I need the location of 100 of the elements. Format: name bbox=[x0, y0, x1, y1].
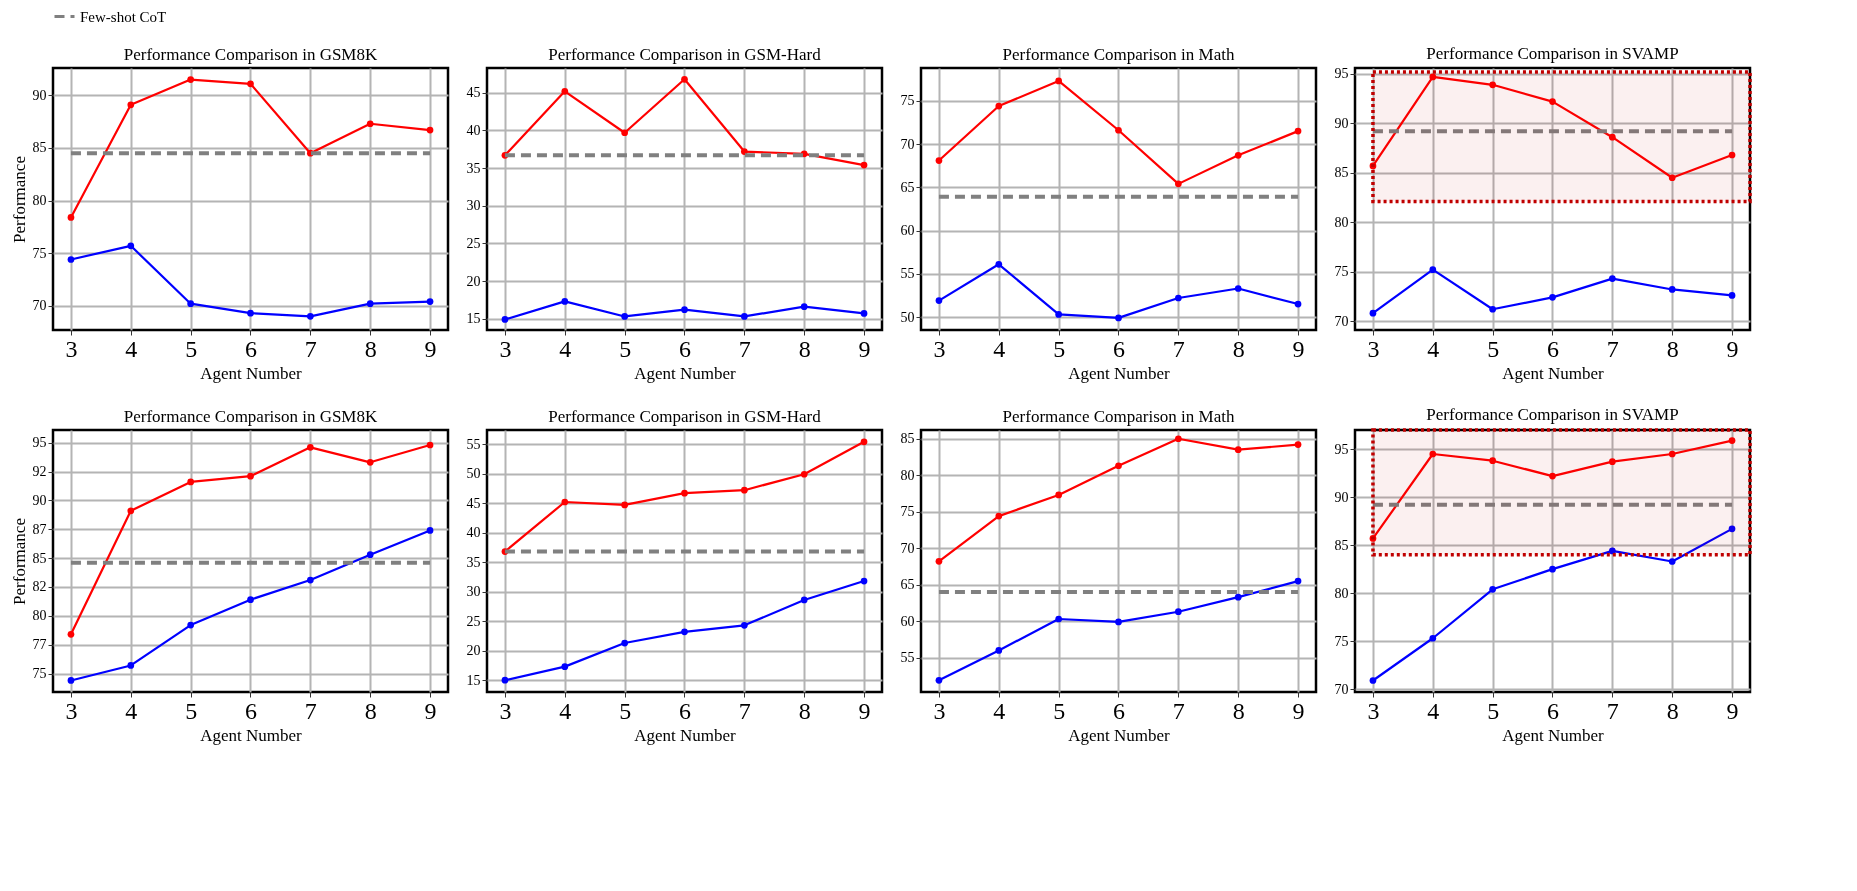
x-tick-label: 3 bbox=[1367, 697, 1380, 724]
x-tick-label: 8 bbox=[364, 335, 377, 362]
point bbox=[1489, 305, 1497, 313]
point bbox=[1728, 292, 1736, 299]
point bbox=[127, 507, 135, 515]
y-tick-label: 95 bbox=[32, 435, 47, 451]
x-tick-label: 7 bbox=[738, 335, 751, 362]
point bbox=[995, 102, 1003, 110]
y-tick-label: 75 bbox=[32, 245, 47, 261]
point bbox=[1608, 458, 1616, 466]
chart-title: Performance Comparison in GSM8K bbox=[123, 45, 378, 64]
y-tick-label: 65 bbox=[900, 179, 915, 195]
y-tick-label: 75 bbox=[1334, 264, 1349, 280]
point bbox=[366, 120, 374, 128]
point bbox=[740, 486, 748, 494]
point bbox=[1115, 618, 1122, 626]
point bbox=[935, 558, 943, 565]
x-tick-label: 8 bbox=[1232, 697, 1245, 724]
point bbox=[1369, 162, 1377, 170]
point bbox=[1294, 300, 1302, 308]
x-tick-label: 5 bbox=[1053, 697, 1066, 724]
point bbox=[740, 621, 748, 629]
x-axis-title: Agent Number bbox=[200, 725, 303, 745]
point bbox=[1055, 77, 1063, 85]
x-tick-label: 4 bbox=[993, 697, 1006, 724]
y-tick-label: 90 bbox=[1334, 489, 1349, 505]
y-tick-label: 85 bbox=[1334, 165, 1349, 181]
x-tick-label: 8 bbox=[1232, 335, 1245, 362]
y-tick-label: 20 bbox=[466, 643, 481, 659]
point bbox=[935, 157, 943, 164]
x-axis-title: Agent Number bbox=[1068, 725, 1171, 745]
point bbox=[1369, 309, 1377, 317]
point bbox=[561, 498, 569, 506]
y-tick-label: 85 bbox=[900, 431, 915, 447]
point bbox=[1294, 577, 1302, 585]
point bbox=[1549, 98, 1556, 105]
point bbox=[1234, 151, 1242, 159]
point bbox=[1055, 615, 1063, 623]
x-tick-label: 7 bbox=[1172, 697, 1185, 724]
point bbox=[1115, 314, 1122, 322]
y-tick-label: 55 bbox=[900, 266, 915, 282]
x-tick-label: 7 bbox=[1172, 335, 1185, 362]
y-tick-label: 75 bbox=[1334, 633, 1349, 649]
point bbox=[1668, 174, 1676, 182]
x-tick-label: 3 bbox=[933, 697, 946, 724]
x-tick-label: 4 bbox=[125, 697, 138, 724]
point bbox=[366, 551, 374, 558]
y-tick-label: 87 bbox=[32, 521, 47, 537]
x-tick-label: 4 bbox=[993, 335, 1006, 362]
y-tick-label: 82 bbox=[32, 579, 47, 595]
x-tick-label: 7 bbox=[1606, 335, 1619, 362]
point bbox=[127, 242, 135, 250]
point bbox=[501, 316, 509, 323]
y-tick-label: 90 bbox=[1334, 115, 1349, 131]
y-tick-label: 77 bbox=[32, 637, 47, 653]
point bbox=[681, 306, 688, 314]
point bbox=[1115, 462, 1122, 470]
x-tick-label: 3 bbox=[499, 335, 512, 362]
point bbox=[561, 298, 569, 305]
x-tick-label: 6 bbox=[679, 697, 691, 724]
x-tick-label: 9 bbox=[424, 335, 437, 362]
point bbox=[621, 313, 629, 320]
y-tick-label: 90 bbox=[32, 87, 47, 103]
point bbox=[860, 438, 868, 446]
point bbox=[1728, 437, 1736, 444]
x-tick-label: 9 bbox=[858, 697, 871, 724]
x-tick-label: 7 bbox=[304, 697, 317, 724]
y-tick-label: 30 bbox=[466, 584, 481, 600]
point bbox=[621, 639, 629, 647]
y-tick-label: 15 bbox=[466, 311, 481, 327]
x-tick-label: 9 bbox=[1726, 335, 1739, 362]
point bbox=[1608, 275, 1616, 282]
point bbox=[187, 300, 195, 308]
y-tick-label: 80 bbox=[32, 193, 47, 209]
y-tick-label: 75 bbox=[900, 93, 915, 109]
y-tick-label: 80 bbox=[1334, 585, 1349, 601]
point bbox=[1429, 450, 1437, 458]
chart-title: Performance Comparison in GSM-Hard bbox=[548, 45, 822, 64]
point bbox=[1234, 446, 1242, 454]
point bbox=[1234, 593, 1242, 601]
y-tick-label: 55 bbox=[466, 436, 481, 452]
point bbox=[187, 478, 195, 486]
y-tick-label: 92 bbox=[32, 464, 47, 480]
y-tick-label: 65 bbox=[900, 577, 915, 593]
x-tick-label: 9 bbox=[1292, 335, 1305, 362]
y-tick-label: 35 bbox=[466, 554, 481, 570]
y-tick-label: 70 bbox=[900, 136, 915, 152]
point bbox=[681, 75, 688, 83]
x-tick-label: 6 bbox=[1113, 697, 1125, 724]
x-tick-label: 9 bbox=[424, 697, 437, 724]
y-tick-label: 55 bbox=[900, 650, 915, 666]
point bbox=[860, 577, 868, 585]
x-tick-label: 4 bbox=[125, 335, 138, 362]
y-tick-label: 95 bbox=[1334, 66, 1349, 82]
chart-title: Performance Comparison in SVAMP bbox=[1426, 43, 1679, 63]
x-axis-title: Agent Number bbox=[200, 363, 303, 383]
chart-title: Performance Comparison in Math bbox=[1002, 407, 1235, 426]
x-tick-label: 3 bbox=[499, 697, 512, 724]
point bbox=[1668, 286, 1676, 293]
y-tick-label: 75 bbox=[32, 666, 47, 682]
